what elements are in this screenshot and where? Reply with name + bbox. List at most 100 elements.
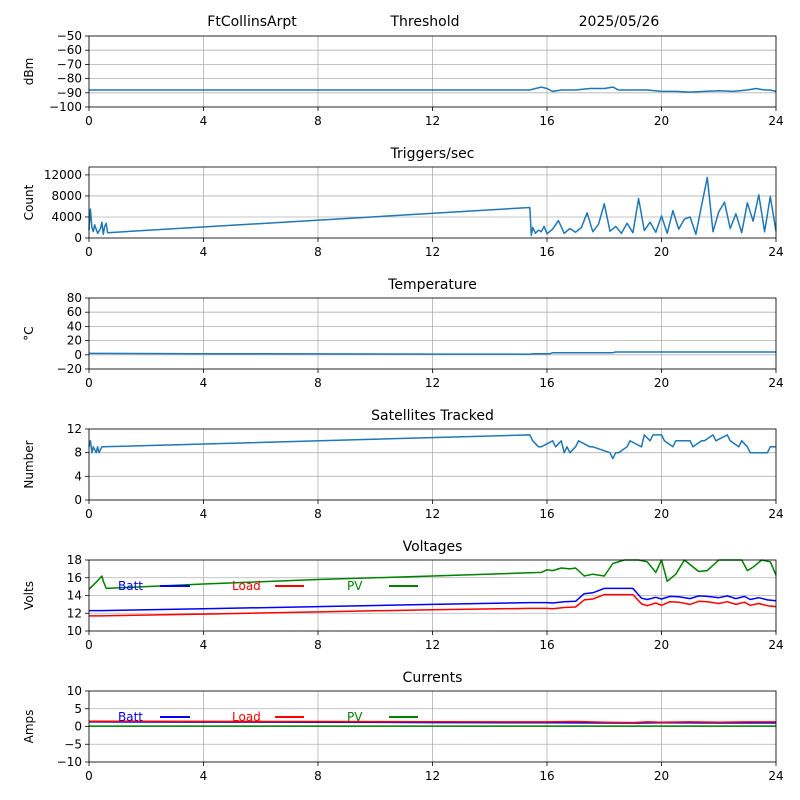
y-tick-label: 5 bbox=[74, 702, 82, 716]
x-tick-label: 16 bbox=[539, 769, 554, 783]
y-axis-label: Amps bbox=[22, 710, 36, 744]
y-tick-label: −60 bbox=[57, 43, 82, 57]
y-tick-label: 8000 bbox=[51, 189, 82, 203]
y-axis-label: Number bbox=[22, 440, 36, 488]
date-heading: 2025/05/26 bbox=[579, 14, 660, 30]
y-tick-label: 8 bbox=[74, 446, 82, 460]
legend-label-load: Load bbox=[232, 710, 261, 724]
y-tick-label: −20 bbox=[57, 362, 82, 376]
y-tick-label: −50 bbox=[57, 29, 82, 43]
x-tick-label: 16 bbox=[539, 114, 554, 128]
panel-title: Temperature bbox=[387, 277, 477, 293]
series-line-threshold bbox=[89, 86, 777, 93]
x-tick-label: 12 bbox=[425, 114, 440, 128]
y-tick-label: 40 bbox=[67, 319, 82, 333]
series-line-load bbox=[88, 720, 776, 724]
panel-satellites: 0 4 8 12 16 20 24 0 4 8 12 Satellites Tracked Number bbox=[22, 408, 784, 521]
series-line-triggers bbox=[88, 176, 777, 237]
y-tick-label: 0 bbox=[74, 231, 82, 245]
x-tick-label: 16 bbox=[539, 376, 554, 390]
x-tick-label: 4 bbox=[200, 507, 208, 521]
x-tick-label: 24 bbox=[768, 376, 783, 390]
x-tick-label: 20 bbox=[654, 376, 669, 390]
panel-voltages: 0 4 8 12 16 20 24 10 12 14 16 18 Voltages Volts Batt Lo… bbox=[22, 539, 784, 652]
x-tick-label: 24 bbox=[768, 507, 783, 521]
y-tick-label: 16 bbox=[67, 571, 82, 585]
x-tick-label: 12 bbox=[425, 769, 440, 783]
x-tick-label: 4 bbox=[200, 376, 208, 390]
series-line-satellites bbox=[88, 434, 776, 460]
y-tick-label: 10 bbox=[67, 684, 82, 698]
panel-threshold: 0 4 8 12 16 20 24 −100−90−80−70−60−50 dBm bbox=[22, 29, 784, 128]
x-tick-label: 24 bbox=[768, 769, 783, 783]
series-line-load bbox=[89, 593, 777, 617]
legend-label-load: Load bbox=[232, 579, 261, 593]
y-axis-label: Count bbox=[22, 184, 36, 220]
y-axis-label: dBm bbox=[22, 58, 36, 86]
y-tick-label: 12 bbox=[67, 606, 82, 620]
y-tick-label: −100 bbox=[49, 100, 82, 114]
y-tick-label: 0 bbox=[74, 720, 82, 734]
x-tick-label: 0 bbox=[85, 245, 93, 259]
panel-title: Currents bbox=[403, 670, 463, 686]
x-tick-label: 4 bbox=[200, 638, 208, 652]
x-tick-label: 8 bbox=[314, 638, 322, 652]
x-tick-label: 24 bbox=[768, 114, 783, 128]
panel-title: Triggers/sec bbox=[390, 146, 475, 162]
x-tick-label: 8 bbox=[314, 769, 322, 783]
x-tick-label: 0 bbox=[85, 638, 93, 652]
legend-label-pv: PV bbox=[347, 710, 363, 724]
x-tick-label: 0 bbox=[85, 769, 93, 783]
x-tick-label: 20 bbox=[654, 507, 669, 521]
x-tick-label: 0 bbox=[85, 376, 93, 390]
y-tick-label: 4000 bbox=[51, 210, 82, 224]
x-tick-label: 12 bbox=[425, 638, 440, 652]
x-tick-label: 20 bbox=[654, 769, 669, 783]
y-tick-label: −10 bbox=[57, 755, 82, 769]
x-tick-label: 8 bbox=[314, 245, 322, 259]
y-tick-label: 12000 bbox=[44, 168, 82, 182]
x-tick-label: 20 bbox=[654, 114, 669, 128]
series-line-temperature bbox=[88, 351, 776, 355]
legend-label-batt: Batt bbox=[118, 710, 143, 724]
panel-triggers: 0 4 8 12 16 20 24 0 4000 8000 12000 Triggers/sec Cou… bbox=[22, 146, 784, 259]
x-tick-label: 16 bbox=[539, 245, 554, 259]
y-tick-label: −70 bbox=[57, 57, 82, 71]
x-tick-label: 16 bbox=[539, 638, 554, 652]
x-tick-label: 0 bbox=[85, 507, 93, 521]
y-tick-label: 20 bbox=[67, 334, 82, 348]
y-tick-label: 14 bbox=[67, 589, 82, 603]
x-tick-label: 0 bbox=[85, 114, 93, 128]
x-tick-label: 16 bbox=[539, 507, 554, 521]
x-tick-label: 24 bbox=[768, 245, 783, 259]
legend-label-pv: PV bbox=[347, 579, 363, 593]
y-tick-label: −80 bbox=[57, 72, 82, 86]
y-tick-label: 4 bbox=[74, 469, 82, 483]
x-tick-label: 8 bbox=[314, 376, 322, 390]
x-tick-label: 8 bbox=[314, 507, 322, 521]
plot-mode-heading: Threshold bbox=[390, 14, 460, 30]
y-axis-label: Volts bbox=[22, 581, 36, 610]
x-tick-label: 20 bbox=[654, 245, 669, 259]
y-tick-label: −90 bbox=[57, 86, 82, 100]
panel-title: Satellites Tracked bbox=[371, 408, 494, 424]
x-tick-label: 12 bbox=[425, 245, 440, 259]
x-tick-label: 12 bbox=[425, 376, 440, 390]
panel-currents: 0 4 8 12 16 20 24 −10 −5 0 5 10 Currents Amps Batt Load… bbox=[22, 670, 784, 783]
station-name-heading: FtCollinsArpt bbox=[207, 14, 297, 30]
y-tick-label: 10 bbox=[67, 624, 82, 638]
x-tick-label: 4 bbox=[200, 769, 208, 783]
x-tick-label: 24 bbox=[768, 638, 783, 652]
y-tick-label: −5 bbox=[64, 737, 82, 751]
y-tick-label: 80 bbox=[67, 291, 82, 305]
y-axis-label: °C bbox=[22, 326, 36, 340]
y-tick-label: 18 bbox=[67, 553, 82, 567]
x-tick-label: 20 bbox=[654, 638, 669, 652]
x-tick-label: 8 bbox=[314, 114, 322, 128]
x-tick-label: 12 bbox=[425, 507, 440, 521]
legend-label-batt: Batt bbox=[118, 579, 143, 593]
panel-title: Voltages bbox=[403, 539, 463, 555]
